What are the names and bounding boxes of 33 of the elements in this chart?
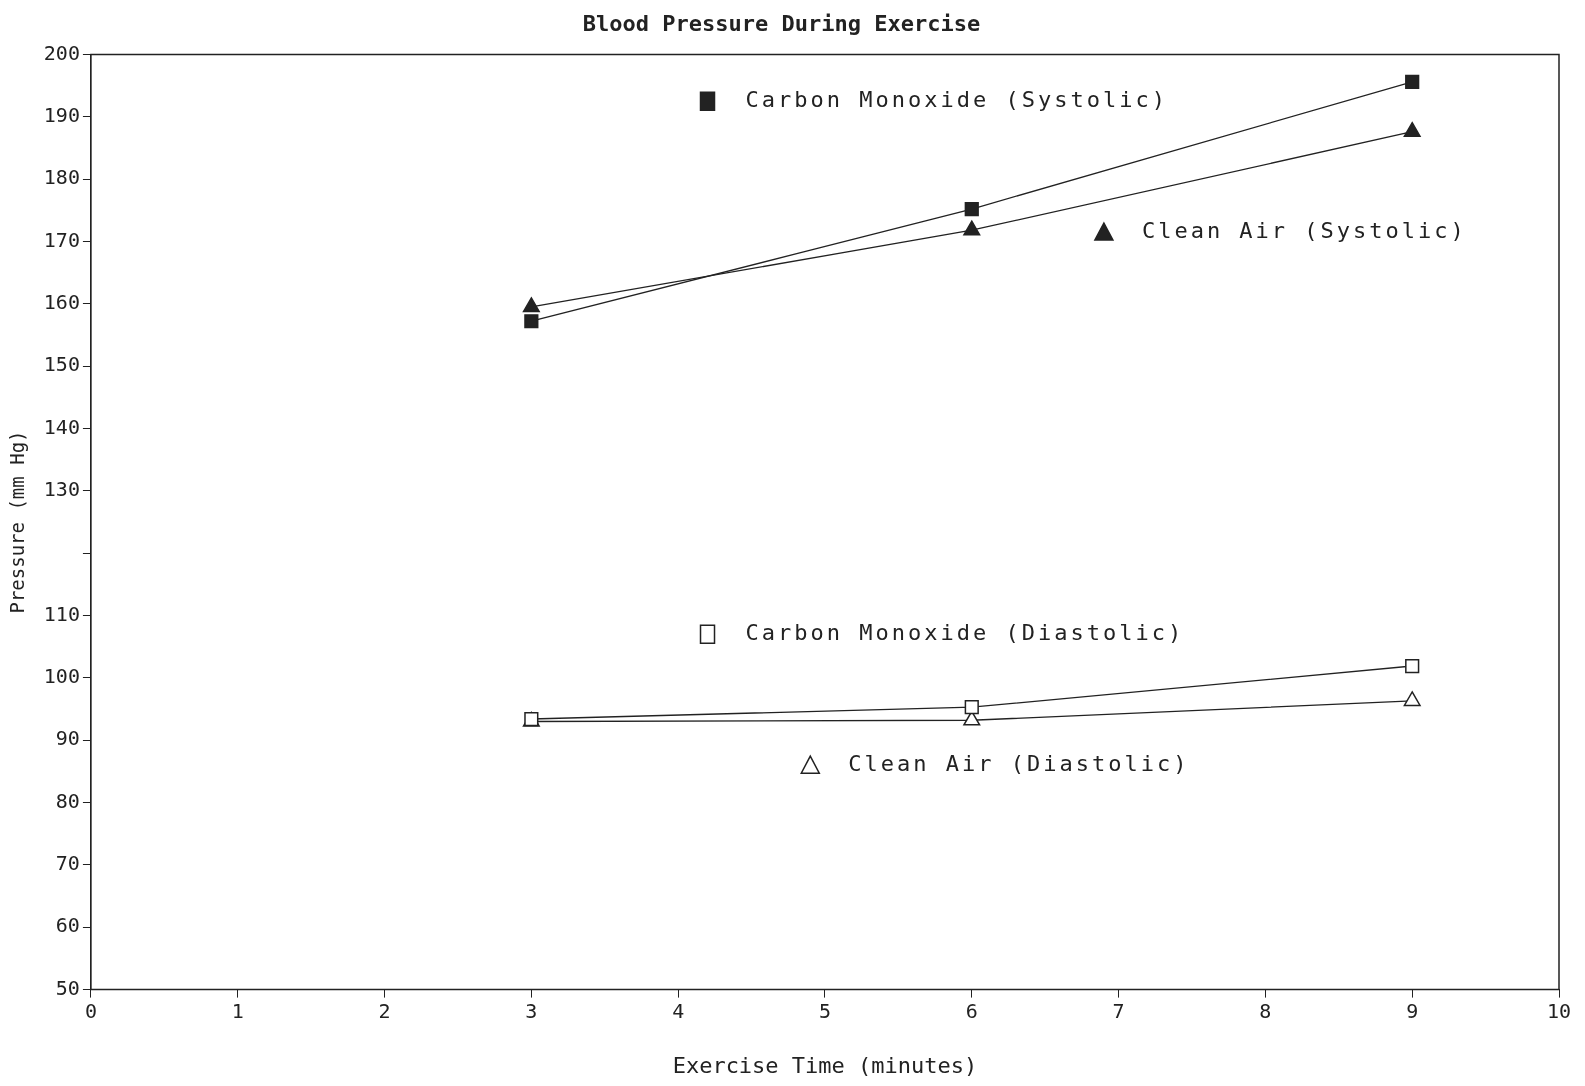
y-tick-label: 190: [43, 102, 80, 127]
x-axis-title: Exercise Time (minutes): [672, 1052, 978, 1078]
y-tick-label: 70: [55, 851, 80, 876]
y-tick-label: 160: [43, 289, 80, 314]
x-tick-label: 6: [965, 998, 978, 1023]
y-tick-label: 180: [43, 165, 80, 190]
chart-title: Blood Pressure During Exercise: [582, 10, 981, 36]
y-tick-label: 90: [55, 726, 80, 751]
x-tick-label: 1: [231, 998, 244, 1023]
y-tick-label: 50: [55, 975, 80, 1000]
legend-label: Clean Air (Diastolic): [848, 750, 1190, 776]
y-axis-title: Pressure (mm Hg): [6, 430, 29, 614]
y-tick-label: 200: [43, 40, 80, 65]
x-tick-label: 7: [1112, 998, 1125, 1023]
x-tick-label: 3: [525, 998, 538, 1023]
legend-label: Clean Air (Systolic): [1141, 217, 1467, 243]
y-tick-label: 170: [43, 227, 80, 252]
y-tick-label: 150: [43, 352, 80, 377]
y-tick-label: 80: [55, 788, 80, 813]
x-tick-label: 9: [1406, 998, 1419, 1023]
y-tick-label: 130: [43, 477, 80, 502]
y-tick-label: 140: [43, 414, 80, 439]
y-tick-label: 100: [43, 664, 80, 689]
y-tick-label: 60: [55, 913, 80, 938]
x-tick-label: 10: [1546, 998, 1572, 1023]
legend-label: Carbon Monoxide (Systolic): [745, 86, 1168, 112]
x-tick-label: 4: [672, 998, 685, 1023]
x-tick-label: 0: [84, 998, 97, 1023]
x-tick-label: 5: [818, 998, 831, 1023]
legend-label: Carbon Monoxide (Diastolic): [745, 619, 1185, 645]
y-tick-label: 110: [43, 601, 80, 626]
x-tick-label: 2: [378, 998, 391, 1023]
x-tick-label: 8: [1259, 998, 1272, 1023]
